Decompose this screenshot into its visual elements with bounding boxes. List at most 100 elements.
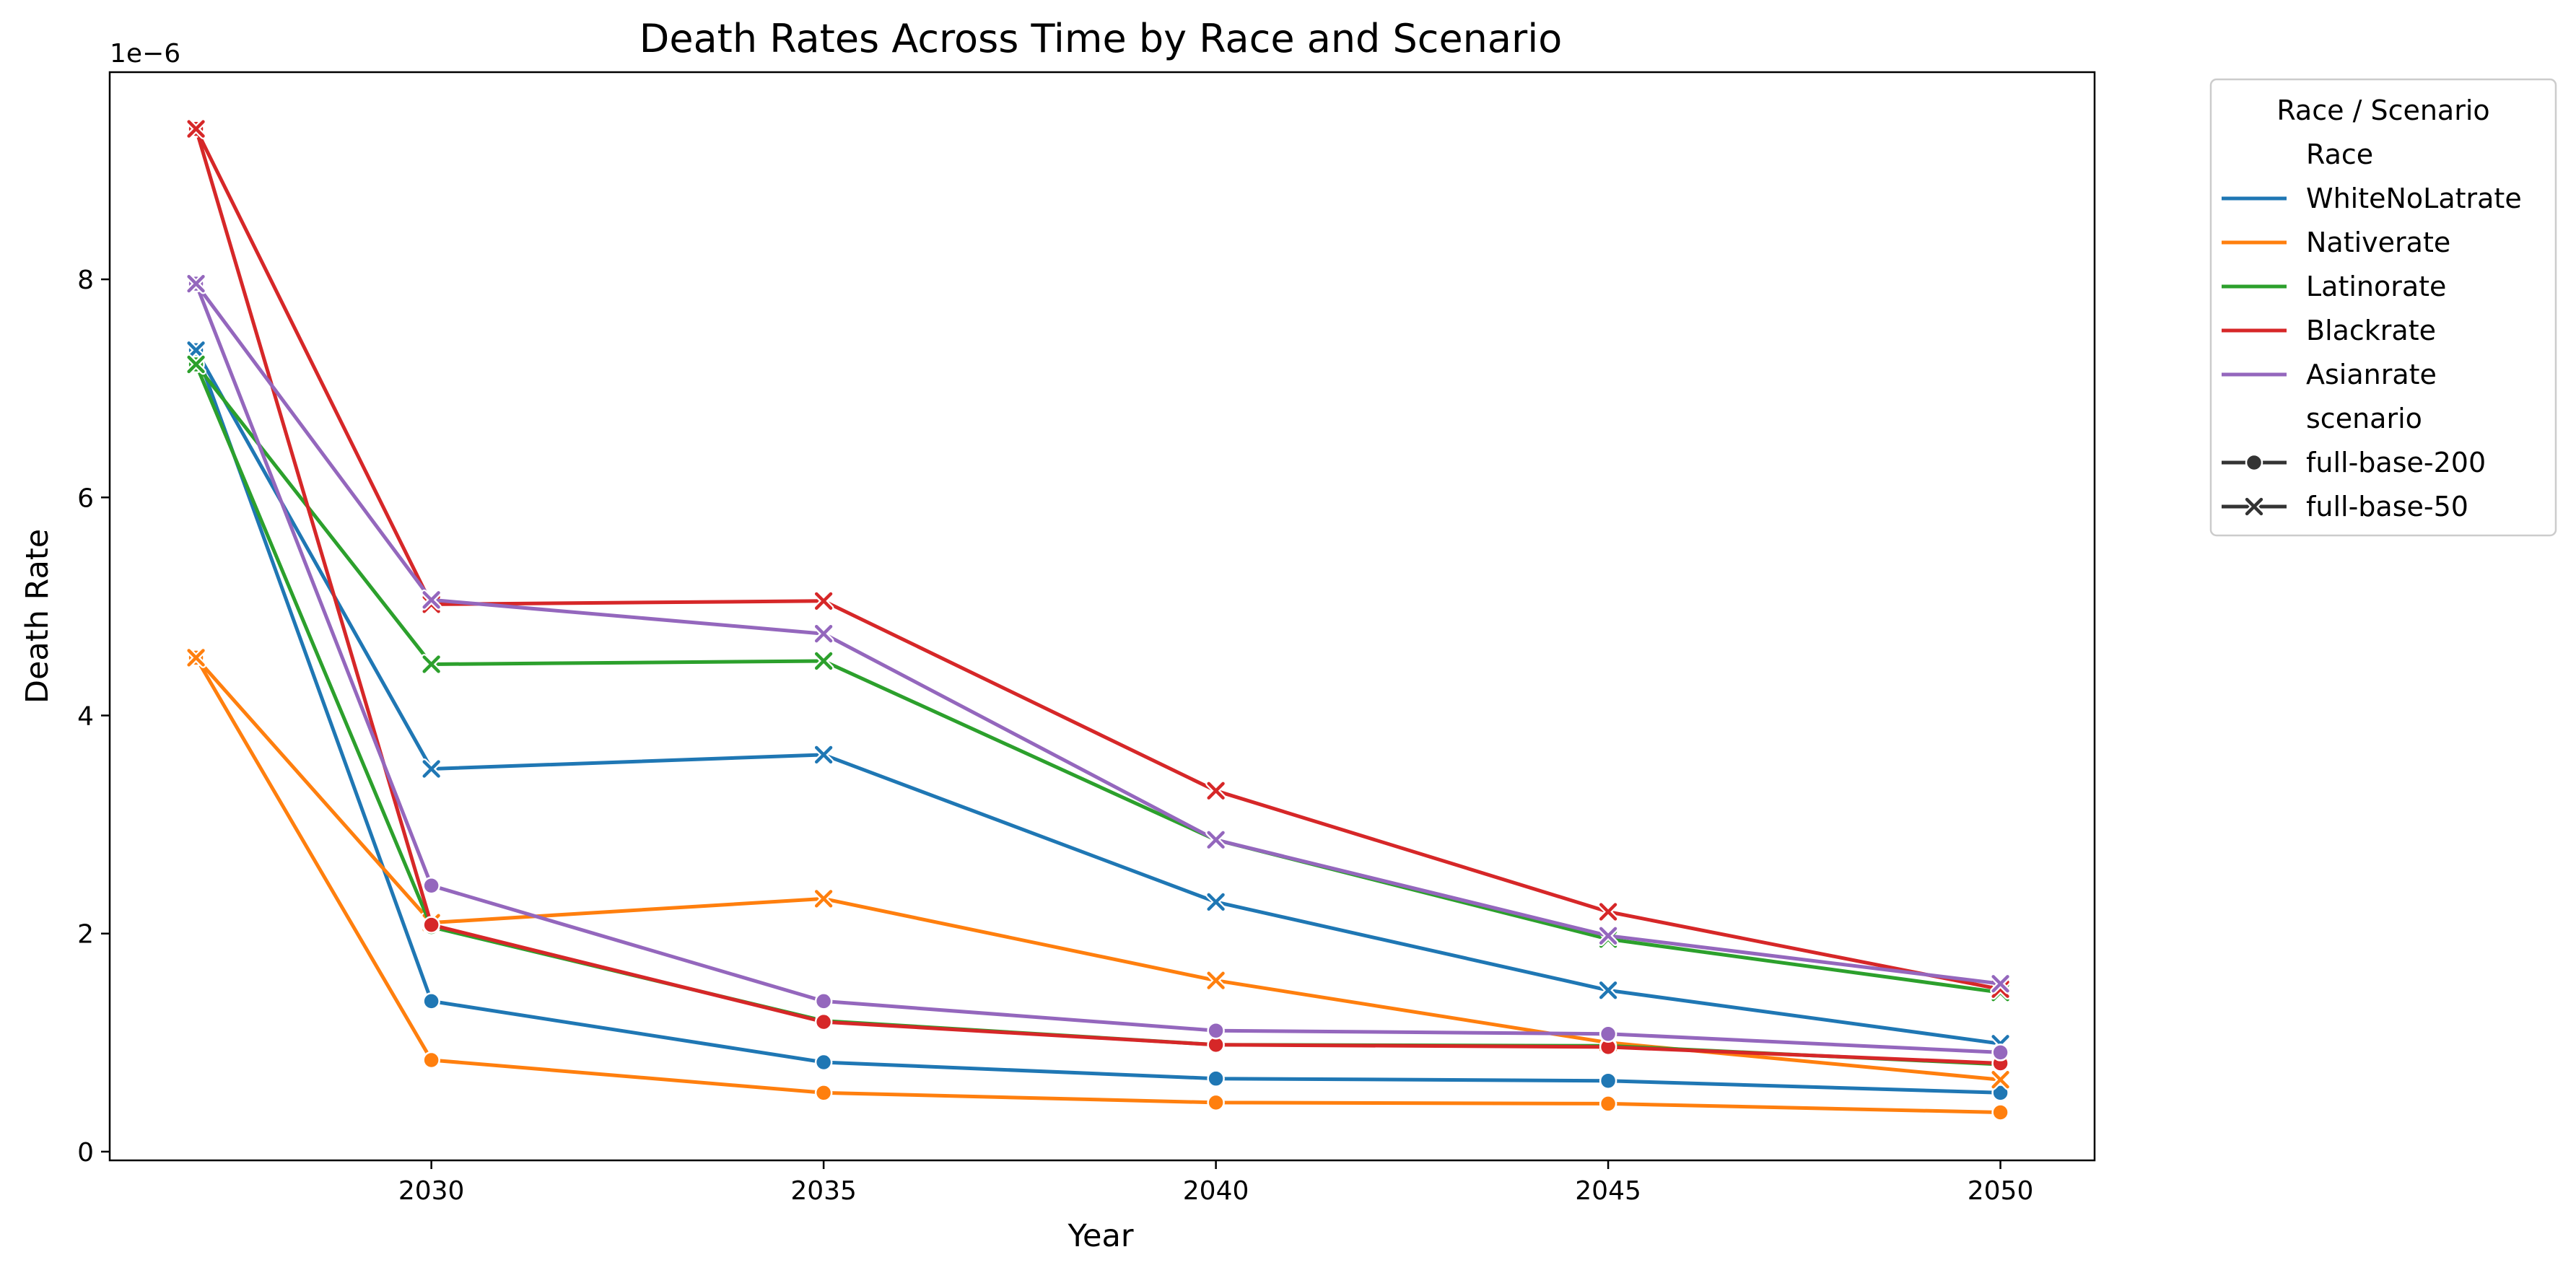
series-latinorate-full-base-50-point-2035-cross xyxy=(814,652,833,670)
series-asianrate-full-base-50-point-2035-cross xyxy=(814,625,833,643)
series-whitenolatrate-full-base-50-line xyxy=(194,348,2003,1046)
legend-item-full-base-50: full-base-50 xyxy=(2222,491,2468,522)
legend-item-full-base-50-label: full-base-50 xyxy=(2306,491,2468,522)
series-asianrate-full-base-200-point-2040 xyxy=(1207,1021,1225,1040)
series-nativerate-full-base-50-point-2027 xyxy=(185,647,206,668)
series-whitenolatrate-full-base-200 xyxy=(187,341,2009,1102)
series-asianrate-full-base-200-point-2035 xyxy=(814,992,833,1010)
series-whitenolatrate-full-base-50-point-2040 xyxy=(1205,891,1227,913)
x-axis-label: Year xyxy=(1067,1218,1133,1254)
series-layer xyxy=(185,118,2011,1121)
series-whitenolatrate-full-base-200-point-2050 xyxy=(1991,1084,2009,1102)
series-asianrate-full-base-50-point-2050-cross xyxy=(1991,975,2009,993)
x-tick-label-2030: 2030 xyxy=(398,1176,465,1206)
series-nativerate-full-base-200-point-2035 xyxy=(814,1084,833,1102)
legend-item-full-base-200-marker xyxy=(2245,453,2263,472)
series-latinorate-full-base-50-line xyxy=(194,362,2003,994)
chart-title: Death Rates Across Time by Race and Scen… xyxy=(639,16,1562,61)
series-blackrate-full-base-50 xyxy=(185,118,2011,1000)
x-tick-label-2035: 2035 xyxy=(790,1176,857,1206)
series-whitenolatrate-full-base-200-point-2040 xyxy=(1207,1069,1225,1087)
series-latinorate-full-base-50-point-2030-cross xyxy=(422,655,440,673)
series-nativerate-full-base-50-point-2050 xyxy=(1990,1069,2011,1090)
series-asianrate-full-base-50-point-2030 xyxy=(421,589,442,610)
series-blackrate-full-base-50-line xyxy=(194,127,2003,992)
series-whitenolatrate-full-base-50-point-2045 xyxy=(1597,979,1619,1001)
series-blackrate-full-base-50-point-2045 xyxy=(1597,901,1619,922)
series-whitenolatrate-full-base-50-point-2035-cross xyxy=(814,745,833,764)
y-axis-label: Death Rate xyxy=(19,529,56,704)
series-blackrate-full-base-50-point-2040-cross xyxy=(1207,782,1225,800)
series-latinorate-full-base-50-point-2027-cross xyxy=(187,355,205,374)
series-blackrate-full-base-200-line xyxy=(194,127,2003,1065)
series-whitenolatrate-full-base-200-point-2030 xyxy=(422,992,440,1010)
legend-item-asianrate-label: Asianrate xyxy=(2306,359,2437,390)
series-nativerate-full-base-200-point-2050 xyxy=(1991,1103,2009,1121)
series-whitenolatrate-full-base-50-point-2045-cross xyxy=(1599,981,1617,999)
y-tick-label-4: 4 xyxy=(77,702,94,732)
legend-item-whitenolatrate-label: WhiteNoLatrate xyxy=(2306,183,2522,214)
series-blackrate-full-base-200-point-2035 xyxy=(814,1012,833,1031)
legend-item-asianrate: Asianrate xyxy=(2222,359,2437,390)
series-whitenolatrate-full-base-50-point-2027 xyxy=(185,339,206,361)
y-axis: 0 2 4 6 8 xyxy=(77,266,110,1168)
series-blackrate-full-base-50-point-2035 xyxy=(813,590,834,612)
series-asianrate-full-base-50-point-2027-cross xyxy=(187,274,205,293)
series-asianrate-full-base-50-point-2035 xyxy=(813,623,834,644)
series-latinorate-full-base-50-point-2027 xyxy=(185,354,206,375)
series-asianrate-full-base-200-line xyxy=(194,281,2003,1054)
series-blackrate-full-base-200-point-2030 xyxy=(422,916,440,934)
legend-item-full-base-50-marker-cross xyxy=(2245,497,2263,516)
legend-item-latinorate: Latinorate xyxy=(2222,271,2446,302)
y-tick-label-8: 8 xyxy=(77,266,94,295)
y-tick-label-0: 0 xyxy=(77,1138,94,1168)
series-nativerate-full-base-50-point-2027-cross xyxy=(187,649,205,667)
series-nativerate-full-base-50-point-2035-cross xyxy=(814,890,833,908)
legend-items: Race WhiteNoLatrate Nativerate Latinorate Bl… xyxy=(2222,139,2522,522)
legend-item-full-base-50-marker xyxy=(2243,496,2265,517)
legend-item-full-base-200: full-base-200 xyxy=(2222,447,2486,478)
series-asianrate-full-base-50-point-2040-cross xyxy=(1207,831,1225,849)
series-whitenolatrate-full-base-50-point-2030-cross xyxy=(422,760,440,778)
series-whitenolatrate-full-base-200-point-2045 xyxy=(1599,1072,1617,1090)
series-blackrate-full-base-50-point-2040 xyxy=(1205,780,1227,802)
series-asianrate-full-base-50-point-2027 xyxy=(185,273,206,294)
legend-item-nativerate-label: Nativerate xyxy=(2306,227,2450,258)
series-nativerate-full-base-200-point-2040 xyxy=(1207,1093,1225,1112)
series-nativerate-full-base-200-line xyxy=(194,655,2003,1114)
series-latinorate-full-base-50-point-2035 xyxy=(813,650,834,672)
series-nativerate-full-base-50-point-2050-cross xyxy=(1991,1071,2009,1089)
series-whitenolatrate-full-base-50-point-2030 xyxy=(421,758,442,779)
series-latinorate-full-base-50-point-2030 xyxy=(421,654,442,675)
x-axis: 2030 2035 2040 2045 2050 xyxy=(398,1160,2034,1206)
x-tick-label-2040: 2040 xyxy=(1183,1176,1249,1206)
series-nativerate-full-base-50-point-2040 xyxy=(1205,970,1227,992)
series-asianrate-full-base-50-point-2045 xyxy=(1597,925,1619,947)
y-tick-label-6: 6 xyxy=(77,483,94,513)
series-blackrate-full-base-50-point-2027-cross xyxy=(187,120,205,138)
legend-frame xyxy=(2209,78,2557,537)
legend-race-header: Race xyxy=(2306,139,2373,170)
series-asianrate-full-base-200-point-2050 xyxy=(1991,1043,2009,1062)
legend: Race / Scenario Race WhiteNoLatrate Native… xyxy=(2209,78,2557,537)
series-nativerate-full-base-200-point-2030 xyxy=(422,1051,440,1069)
series-asianrate-full-base-200-point-2030 xyxy=(422,876,440,895)
series-asianrate-full-base-50-line xyxy=(194,281,2003,986)
series-asianrate-full-base-200-point-2045 xyxy=(1599,1025,1617,1043)
y-axis-offset-label: 1e−6 xyxy=(110,39,180,69)
series-whitenolatrate-full-base-200-line xyxy=(194,348,2003,1095)
series-whitenolatrate-full-base-200-point-2035 xyxy=(814,1053,833,1072)
series-blackrate-full-base-50-point-2027 xyxy=(185,118,206,139)
x-tick-label-2050: 2050 xyxy=(1968,1176,2034,1206)
legend-item-latinorate-label: Latinorate xyxy=(2306,271,2446,302)
legend-scenario-header: scenario xyxy=(2306,403,2422,434)
series-nativerate-full-base-50-point-2040-cross xyxy=(1207,971,1225,989)
plot-frame xyxy=(108,71,2096,1162)
series-blackrate-full-base-50-point-2035-cross xyxy=(814,592,833,610)
series-asianrate-full-base-50-point-2050 xyxy=(1990,973,2011,994)
series-asianrate-full-base-50-point-2040 xyxy=(1205,829,1227,851)
legend-item-full-base-200-label: full-base-200 xyxy=(2306,447,2486,478)
legend-item-blackrate-label: Blackrate xyxy=(2306,315,2436,346)
x-tick-label-2045: 2045 xyxy=(1575,1176,1641,1206)
